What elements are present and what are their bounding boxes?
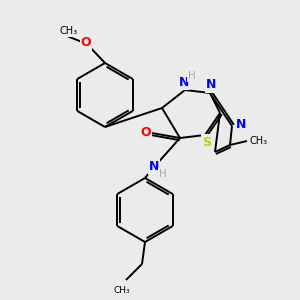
Text: OCH₃: OCH₃ <box>64 34 68 35</box>
Text: H: H <box>159 169 167 179</box>
Text: CH₃: CH₃ <box>249 136 267 146</box>
Text: S: S <box>202 136 211 148</box>
Text: CH₃: CH₃ <box>114 286 130 295</box>
Text: CH₃: CH₃ <box>60 26 78 36</box>
Text: N: N <box>236 118 246 131</box>
Text: O: O <box>81 37 91 50</box>
Text: N: N <box>149 160 159 173</box>
Text: O: O <box>141 125 151 139</box>
Text: N: N <box>206 79 216 92</box>
Text: H: H <box>188 71 196 81</box>
Text: N: N <box>179 76 189 88</box>
